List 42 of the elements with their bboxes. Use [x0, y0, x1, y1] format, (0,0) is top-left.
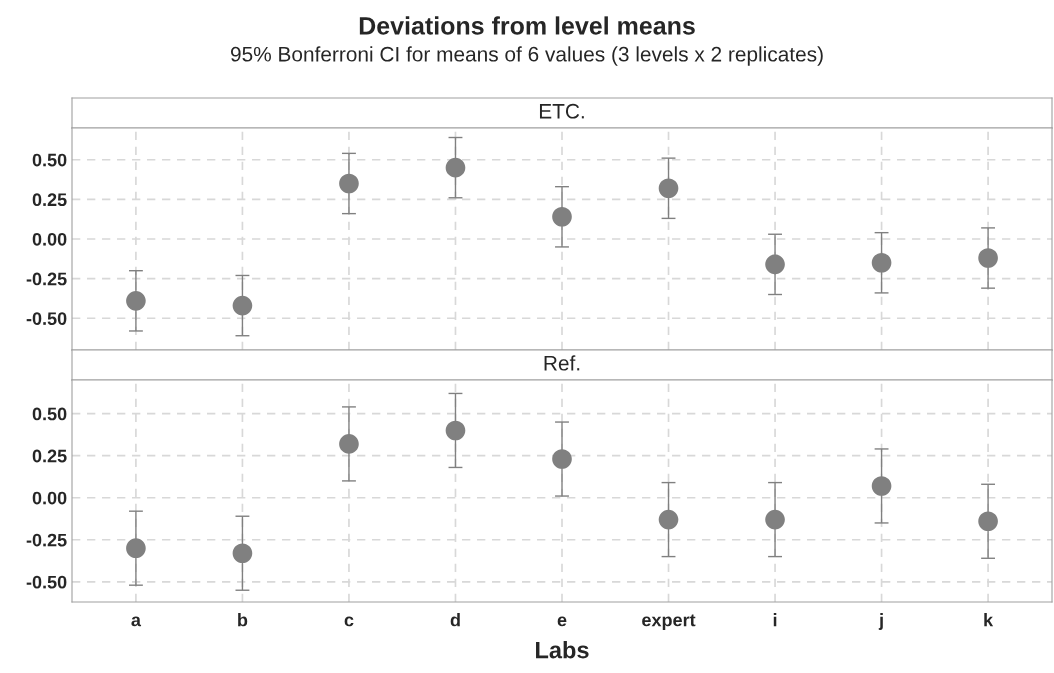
x-axis-title: Labs: [536, 641, 589, 659]
y-tick-label: 0.25: [32, 449, 67, 463]
y-tick-label: -0.25: [26, 533, 67, 547]
point: [126, 538, 146, 558]
chart-title: Ref.: [544, 355, 580, 371]
point: [339, 173, 359, 194]
point: [126, 291, 146, 311]
y-tick-label: 0.00: [32, 232, 67, 246]
y-tick-label: -0.25: [26, 272, 67, 286]
point: [871, 476, 892, 496]
x-tick-label: i: [773, 613, 777, 627]
y-tick-label: 0.25: [32, 193, 67, 207]
text: Deviations from level means: [359, 16, 695, 35]
chart-title: ETC.: [539, 103, 584, 119]
point: [339, 434, 359, 454]
point: [765, 509, 785, 530]
point: [552, 206, 572, 227]
y-tick-label: 0.50: [32, 407, 67, 421]
point: [445, 420, 466, 441]
point: [658, 509, 679, 530]
point: [978, 511, 998, 532]
point: [871, 252, 892, 273]
point: [978, 248, 998, 268]
y-tick-label: 0.00: [32, 491, 67, 505]
point: [232, 295, 253, 316]
x-tick-label: j: [878, 613, 883, 630]
point: [232, 543, 253, 564]
x-tick-label: c: [344, 616, 354, 627]
point: [765, 254, 785, 275]
text: 95% Bonferroni CI for means of 6 values (3 levels x 2 replicates): [230, 46, 823, 66]
x-tick-label: e: [557, 616, 567, 627]
y-tick-label: -0.50: [26, 312, 67, 326]
x-tick-label: k: [984, 613, 994, 627]
point: [658, 178, 679, 199]
x-tick-label: b: [238, 613, 248, 627]
y-tick-label: -0.50: [26, 575, 67, 589]
x-tick-label: d: [450, 613, 460, 627]
y-tick-label: 0.50: [32, 153, 67, 167]
point: [552, 449, 572, 469]
x-tick-label: expert: [642, 614, 696, 630]
x-tick-label: a: [131, 616, 142, 627]
point: [445, 157, 466, 178]
